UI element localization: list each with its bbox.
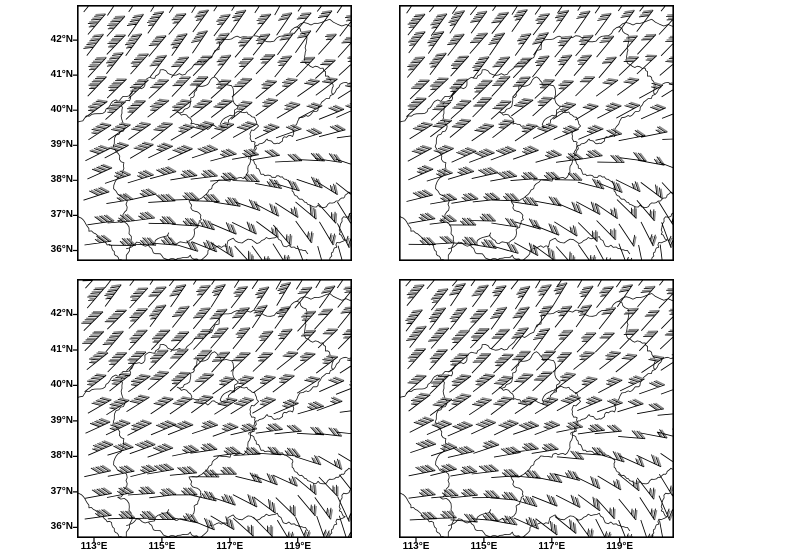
lon-tick-label: 119°E [606,541,634,552]
axis-ticks [73,39,77,252]
panel-border [77,279,352,538]
wind-barb-feathers-gray-layer [408,8,674,261]
panel-border [399,5,674,261]
lon-tick-label: 115°E [470,541,498,552]
lat-tick-label: 36°N [50,244,73,256]
panel-border [399,279,674,538]
lat-tick-label: 40°N [50,104,73,116]
lat-tick-label: 40°N [50,379,73,391]
wind-barb-panel-top-right [399,5,674,261]
wind-barb-panel-bottom-right [399,279,674,542]
panel-content-top-left [77,5,352,261]
panel-content-bottom-left [77,279,352,538]
wind-barb-panel-top-left [73,5,352,261]
axis-ticks [73,313,299,542]
lat-tick-label: 37°N [50,209,73,221]
wind-barb-panel-bottom-left [73,279,352,542]
lat-tick-label: 41°N [50,343,73,355]
lon-tick-label: 119°E [284,541,312,552]
lat-tick-label: 38°N [50,174,73,186]
wind-barb-feathers-gray-layer [82,279,352,538]
wind-barb-staffs-black-layer [405,279,674,538]
axis-ticks [415,538,621,542]
lat-tick-label: 42°N [50,308,73,320]
wind-barb-staffs-black-layer [81,279,352,538]
lon-tick-label: 113°E [402,541,430,552]
lat-tick-label: 39°N [50,414,73,426]
wind-barb-feathers-gray-layer [406,282,674,538]
lon-tick-label: 115°E [148,541,176,552]
lat-tick-label: 39°N [50,139,73,151]
lon-tick-label: 117°E [216,541,244,552]
lat-tick-label: 41°N [50,69,73,81]
lat-tick-label: 42°N [50,34,73,46]
lon-tick-label: 117°E [538,541,566,552]
wind-barb-feathers-gray-layer [84,9,352,261]
panel-border [77,5,352,261]
panel-content-bottom-right [399,279,674,538]
panel-content-top-right [399,5,674,261]
wind-barb-staffs-black-layer [406,5,674,261]
lat-tick-label: 38°N [50,450,73,462]
lat-tick-label: 36°N [50,521,73,533]
wind-barb-staffs-black-layer [83,5,352,261]
lat-tick-label: 37°N [50,485,73,497]
lon-tick-label: 113°E [80,541,108,552]
